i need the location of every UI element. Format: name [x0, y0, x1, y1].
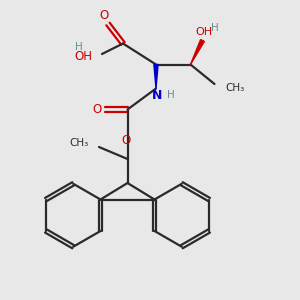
Text: OH: OH: [74, 50, 92, 64]
Text: OH: OH: [195, 27, 213, 37]
Text: CH₃: CH₃: [69, 138, 88, 148]
Text: O: O: [92, 103, 101, 116]
Text: H: H: [167, 90, 174, 100]
Text: O: O: [122, 134, 130, 147]
Polygon shape: [154, 64, 158, 88]
Polygon shape: [190, 40, 204, 64]
Text: O: O: [100, 9, 109, 22]
Text: H: H: [75, 41, 83, 52]
Text: CH₃: CH₃: [225, 82, 244, 93]
Text: H: H: [211, 23, 219, 33]
Text: N: N: [152, 88, 163, 102]
